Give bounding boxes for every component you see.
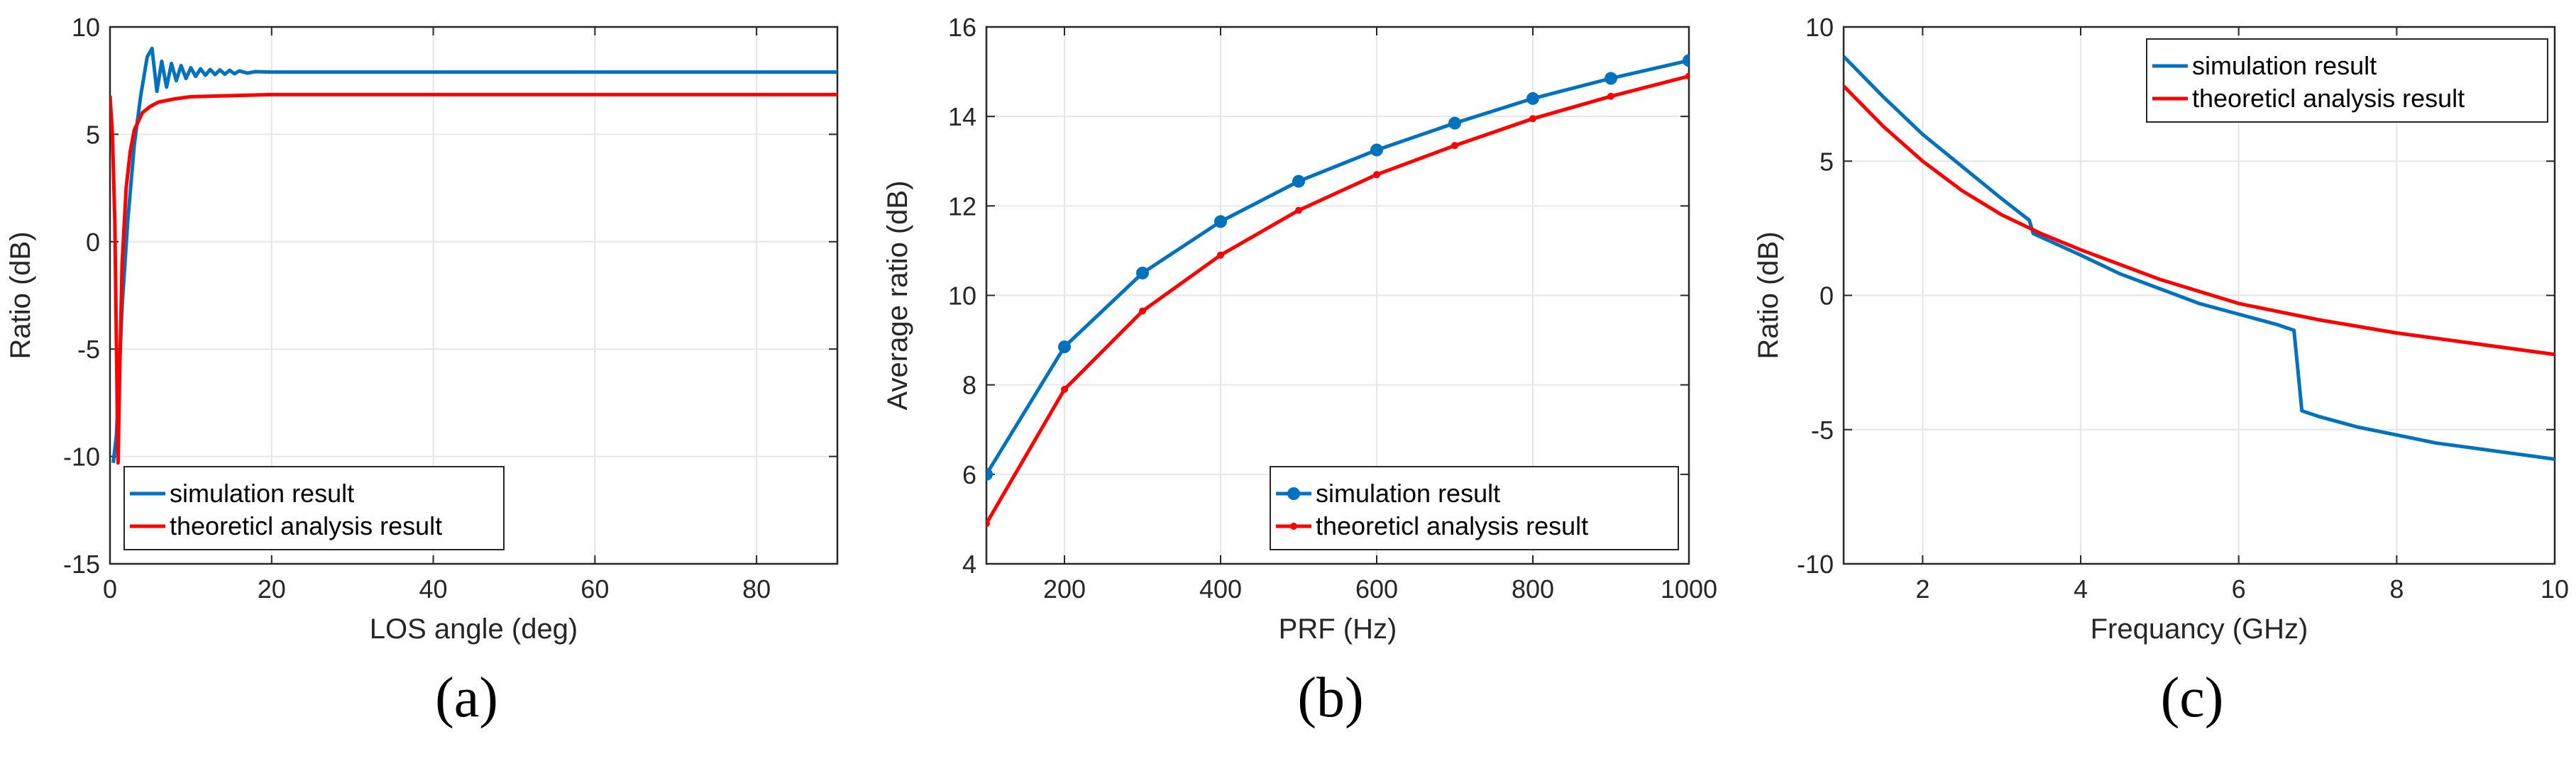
panel-label: (b): [1297, 667, 1363, 729]
y-tick-label: 0: [86, 228, 100, 257]
y-tick-label: 5: [1820, 147, 1834, 176]
panel-b: 200 400 600 800 1000 4 6 8 10 12 14 16 PRF (Hz) Avera…: [882, 13, 1717, 729]
x-tick-label: 80: [742, 574, 771, 604]
y-tick-label: -10: [63, 443, 100, 472]
series-line: [110, 92, 837, 465]
data-point: [1451, 142, 1458, 150]
y-tick-label: 10: [1805, 13, 1834, 42]
y-tick-label: 16: [948, 13, 976, 42]
x-tick-label: 4: [2074, 574, 2088, 604]
x-tick-label: 2: [1915, 574, 1930, 604]
x-tick-label: 0: [103, 574, 117, 604]
data-point: [1214, 215, 1227, 228]
y-tick-label: 12: [948, 191, 976, 221]
series-line: [1844, 84, 2555, 357]
series-simulation: [1844, 55, 2555, 461]
legend: simulation result theoreticl analysis res…: [2146, 38, 2548, 123]
y-axis-label: Ratio (dB): [1753, 231, 1784, 359]
data-point: [1448, 116, 1461, 130]
panel-label: (a): [435, 667, 498, 729]
data-point: [1061, 385, 1068, 393]
legend-entry: theoreticl analysis result: [1316, 511, 1588, 540]
data-point: [1526, 91, 1539, 105]
legend-entry: theoreticl analysis result: [170, 511, 442, 540]
legend-marker: [1290, 523, 1297, 530]
y-tick-label: 8: [962, 371, 976, 400]
x-axis-label: LOS angle (deg): [370, 613, 578, 645]
legend-entry: simulation result: [170, 479, 354, 508]
x-tick-label: 40: [419, 574, 448, 604]
x-tick-label: 200: [1043, 574, 1086, 604]
legend-entry: simulation result: [2192, 51, 2377, 80]
x-tick-label: 1000: [1661, 574, 1717, 604]
data-point: [1370, 143, 1383, 157]
y-tick-label: 5: [86, 120, 100, 149]
panel-label: (c): [2161, 667, 2224, 729]
y-tick-label: -10: [1797, 550, 1834, 579]
data-point: [986, 467, 993, 481]
legend-box: [123, 466, 505, 550]
y-tick-label: 14: [948, 102, 976, 131]
y-axis-label: Average ratio (dB): [882, 181, 913, 411]
legend-box: [2146, 38, 2548, 123]
x-tick-label: 400: [1199, 574, 1242, 604]
x-tick-label: 600: [1355, 574, 1398, 604]
data-point: [1139, 307, 1146, 315]
legend: simulation result theoreticl analysis res…: [1270, 466, 1679, 550]
data-point: [1683, 54, 1689, 67]
legend-entry: theoreticl analysis result: [2192, 84, 2465, 113]
y-tick-label: 4: [962, 550, 976, 579]
panel-a: 0 20 40 60 80 -15 -10 -5 0 5 10 LOS angle (deg) Rati…: [5, 13, 839, 729]
y-tick-label: 10: [948, 282, 976, 311]
y-tick-label: 0: [1820, 282, 1834, 311]
x-axis-label: Frequancy (GHz): [2091, 613, 2308, 645]
legend-marker: [1287, 487, 1300, 500]
data-point: [1605, 72, 1617, 85]
series-line: [111, 46, 837, 463]
legend: simulation result theoreticl analysis res…: [123, 466, 505, 550]
data-point: [1685, 72, 1689, 80]
x-tick-label: 20: [258, 574, 286, 604]
series-theory: [986, 72, 1689, 528]
y-tick-label: -5: [1811, 416, 1834, 445]
y-axis-label: Ratio (dB): [5, 231, 36, 359]
panel-c: 2 4 6 8 10 -10 -5 0 5 10 Frequancy (GHz) Ratio (dB)…: [1753, 13, 2569, 729]
data-point: [1373, 171, 1380, 179]
series-line: [986, 74, 1689, 525]
x-tick-label: 8: [2389, 574, 2404, 604]
legend-entry: simulation result: [1316, 479, 1500, 508]
y-tick-label: 10: [72, 13, 100, 42]
series-simulation: [111, 46, 837, 463]
x-tick-label: 10: [2541, 574, 2569, 604]
x-tick-label: 6: [2232, 574, 2246, 604]
axes-box: [109, 26, 839, 565]
y-tick-label: 6: [962, 460, 976, 489]
data-point: [1292, 174, 1305, 188]
data-point: [986, 520, 990, 528]
data-point: [1136, 266, 1149, 279]
data-point: [1529, 115, 1536, 123]
series-line: [986, 58, 1689, 476]
legend-box: [1270, 466, 1679, 550]
x-tick-label: 60: [580, 574, 609, 604]
data-point: [1607, 92, 1614, 100]
data-point: [1217, 251, 1224, 259]
series-theory: [1844, 84, 2555, 357]
data-point: [1295, 206, 1302, 214]
x-axis-label: PRF (Hz): [1279, 613, 1397, 645]
y-tick-label: -15: [63, 550, 100, 579]
data-point: [1058, 340, 1071, 354]
series-line: [1844, 55, 2555, 461]
x-tick-label: 800: [1512, 574, 1554, 604]
series-simulation: [986, 54, 1689, 481]
series-theory: [110, 92, 837, 465]
y-tick-label: -5: [77, 335, 100, 364]
